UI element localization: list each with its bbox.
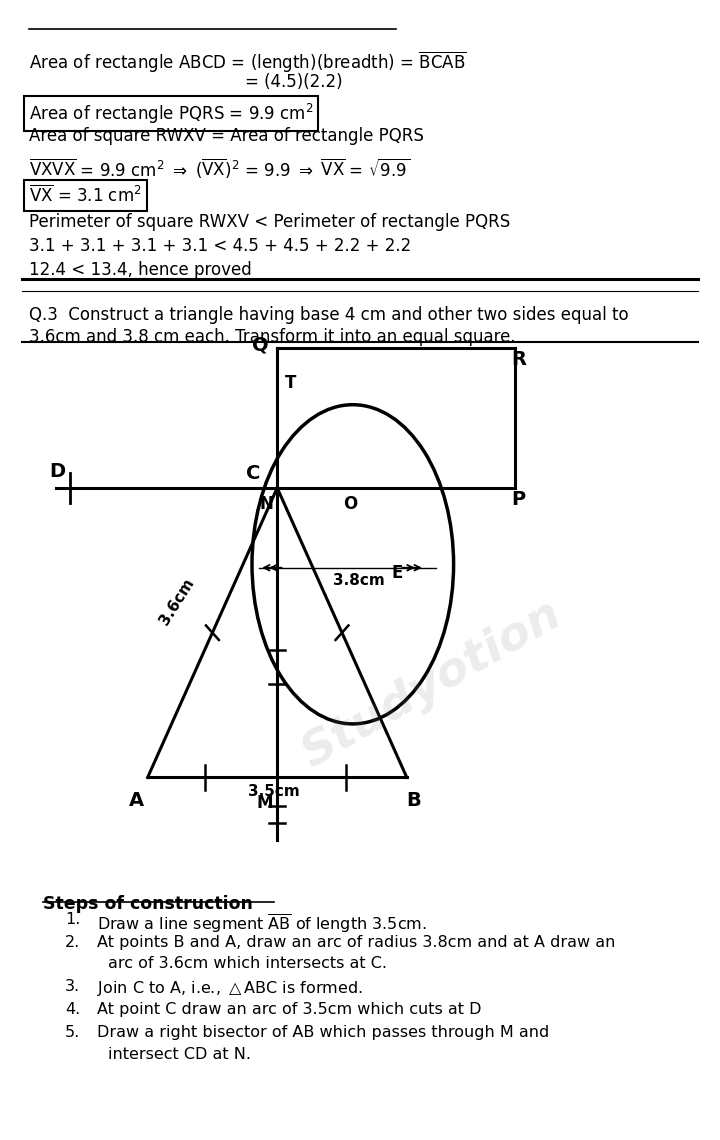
Text: Draw a line segment $\overline{\mathrm{AB}}$ of length 3.5cm.: Draw a line segment $\overline{\mathrm{A… [97, 912, 427, 935]
Text: 12.4 < 13.4, hence proved: 12.4 < 13.4, hence proved [29, 261, 251, 279]
Text: Join C to A, i.e., $\triangle$ABC is formed.: Join C to A, i.e., $\triangle$ABC is for… [97, 979, 363, 999]
Text: O: O [343, 495, 357, 513]
Text: Perimeter of square RWXV < Perimeter of rectangle PQRS: Perimeter of square RWXV < Perimeter of … [29, 213, 510, 231]
Text: T: T [284, 374, 296, 392]
Text: arc of 3.6cm which intersects at C.: arc of 3.6cm which intersects at C. [108, 956, 387, 971]
Text: Area of square RWXV = Area of rectangle PQRS: Area of square RWXV = Area of rectangle … [29, 127, 423, 145]
Text: 3.1 + 3.1 + 3.1 + 3.1 < 4.5 + 4.5 + 2.2 + 2.2: 3.1 + 3.1 + 3.1 + 3.1 < 4.5 + 4.5 + 2.2 … [29, 237, 411, 255]
Text: A: A [129, 791, 145, 809]
Text: 2.: 2. [65, 935, 80, 950]
Text: = (4.5)(2.2): = (4.5)(2.2) [245, 73, 343, 91]
Text: 3.6cm and 3.8 cm each. Transform it into an equal square.: 3.6cm and 3.8 cm each. Transform it into… [29, 328, 516, 347]
Text: C: C [246, 464, 261, 482]
Text: 4.: 4. [65, 1002, 80, 1017]
Text: 3.: 3. [65, 979, 80, 994]
Text: Studyotion: Studyotion [294, 592, 570, 776]
Text: D: D [50, 463, 66, 481]
Text: At point C draw an arc of 3.5cm which cuts at D: At point C draw an arc of 3.5cm which cu… [97, 1002, 482, 1017]
Text: Draw a right bisector of AB which passes through M and: Draw a right bisector of AB which passes… [97, 1025, 549, 1040]
Text: P: P [511, 490, 526, 508]
Text: Area of rectangle PQRS = 9.9 cm$^2$: Area of rectangle PQRS = 9.9 cm$^2$ [29, 101, 313, 125]
Text: Area of rectangle ABCD = (length)(breadth) = $\overline{\mathrm{BC}}$$\overline{: Area of rectangle ABCD = (length)(breadt… [29, 50, 467, 75]
Text: Q.3  Construct a triangle having base 4 cm and other two sides equal to: Q.3 Construct a triangle having base 4 c… [29, 306, 629, 324]
Text: 1.: 1. [65, 912, 80, 927]
Text: R: R [511, 350, 526, 368]
Text: 3.6cm: 3.6cm [157, 576, 197, 628]
Text: E: E [392, 564, 403, 583]
Text: 5.: 5. [65, 1025, 80, 1040]
Text: $\overline{\mathrm{VX}}$ = 3.1 cm$^2$: $\overline{\mathrm{VX}}$ = 3.1 cm$^2$ [29, 185, 142, 206]
Text: intersect CD at N.: intersect CD at N. [108, 1047, 251, 1061]
Text: N: N [259, 495, 274, 513]
Text: $\overline{\mathrm{VX}}$$\overline{\mathrm{VX}}$ = 9.9 cm$^2$ $\Rightarrow$ $\le: $\overline{\mathrm{VX}}$$\overline{\math… [29, 156, 410, 180]
Text: M: M [257, 793, 273, 812]
Text: Steps of construction: Steps of construction [43, 895, 253, 913]
Text: Q: Q [252, 336, 269, 355]
Text: 3.8cm: 3.8cm [333, 572, 384, 588]
Text: 3.5cm: 3.5cm [248, 783, 300, 799]
Text: At points B and A, draw an arc of radius 3.8cm and at A draw an: At points B and A, draw an arc of radius… [97, 935, 616, 950]
Text: B: B [407, 791, 421, 809]
